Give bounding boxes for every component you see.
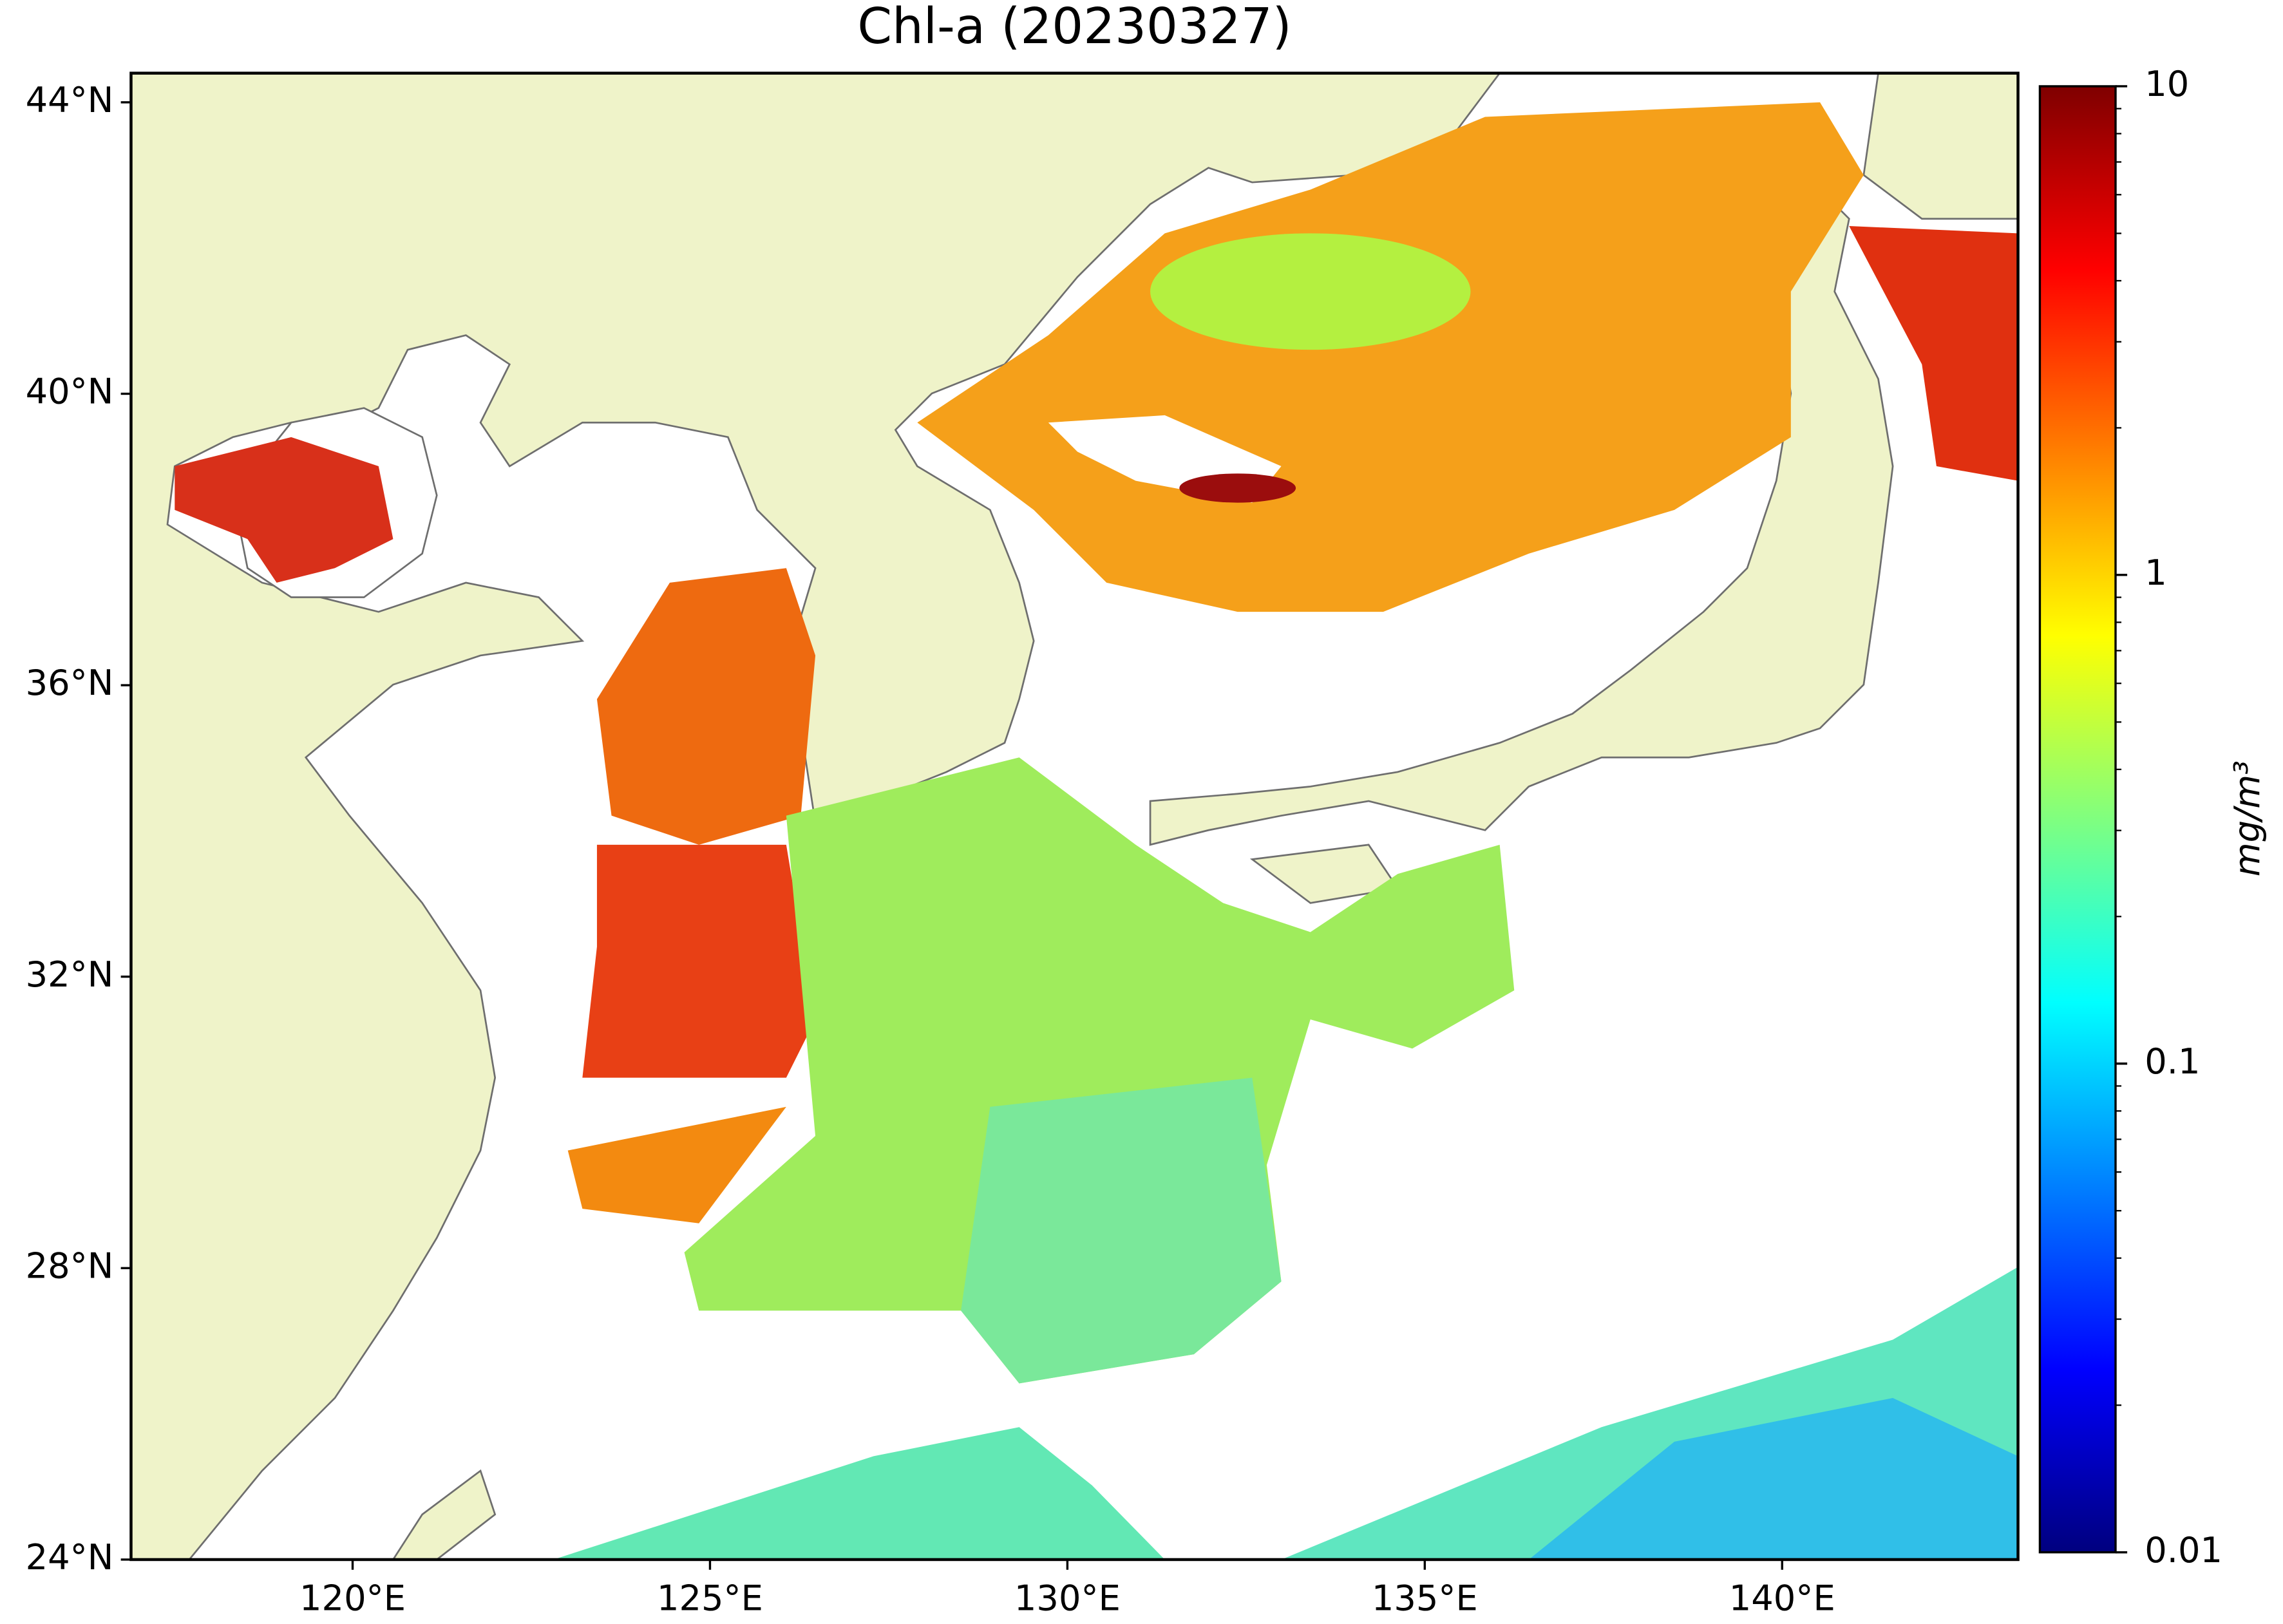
chart-title: Chl-a (20230327)	[857, 0, 1291, 55]
x-tick-label: 120°E	[299, 1578, 406, 1618]
colorbar	[2038, 85, 2117, 1554]
chl-patch	[596, 568, 816, 845]
colorbar-tick-label: 0.01	[2145, 1530, 2222, 1571]
y-tick-label: 44°N	[26, 80, 114, 120]
x-tick-label: 135°E	[1372, 1578, 1478, 1618]
x-tick-label: 130°E	[1014, 1578, 1121, 1618]
colorbar-tick-label: 10	[2145, 64, 2189, 104]
land-taiwan	[392, 1469, 497, 1560]
chl-patch	[917, 102, 1864, 612]
map	[131, 73, 2018, 1560]
land-hokkaido	[1862, 73, 2018, 220]
y-tick-label: 24°N	[26, 1537, 114, 1578]
land-honshu	[1149, 158, 1894, 846]
colorbar-label: mg/m³	[2227, 760, 2268, 876]
y-tick-label: 28°N	[26, 1245, 114, 1286]
chl-patch	[684, 757, 1515, 1384]
chl-patch	[961, 1077, 1282, 1384]
colorbar-tick-label: 1	[2145, 552, 2167, 593]
chl-patch	[175, 437, 393, 583]
chl-patch	[553, 1427, 1165, 1560]
x-tick-label: 140°E	[1729, 1578, 1835, 1618]
chl-patch	[1528, 1397, 2018, 1560]
chl-patch	[1179, 473, 1296, 503]
plot-frame	[129, 71, 2020, 1562]
chl-patch	[567, 1106, 786, 1223]
chl-patch	[1849, 226, 2018, 481]
chl-patch	[1150, 233, 1471, 350]
y-tick-label: 32°N	[26, 954, 114, 995]
chl-patch	[582, 844, 816, 1078]
colorbar-tick-label: 0.1	[2145, 1041, 2200, 1082]
y-tick-label: 40°N	[26, 372, 114, 412]
y-tick-label: 36°N	[26, 663, 114, 703]
x-tick-label: 125°E	[657, 1578, 763, 1618]
